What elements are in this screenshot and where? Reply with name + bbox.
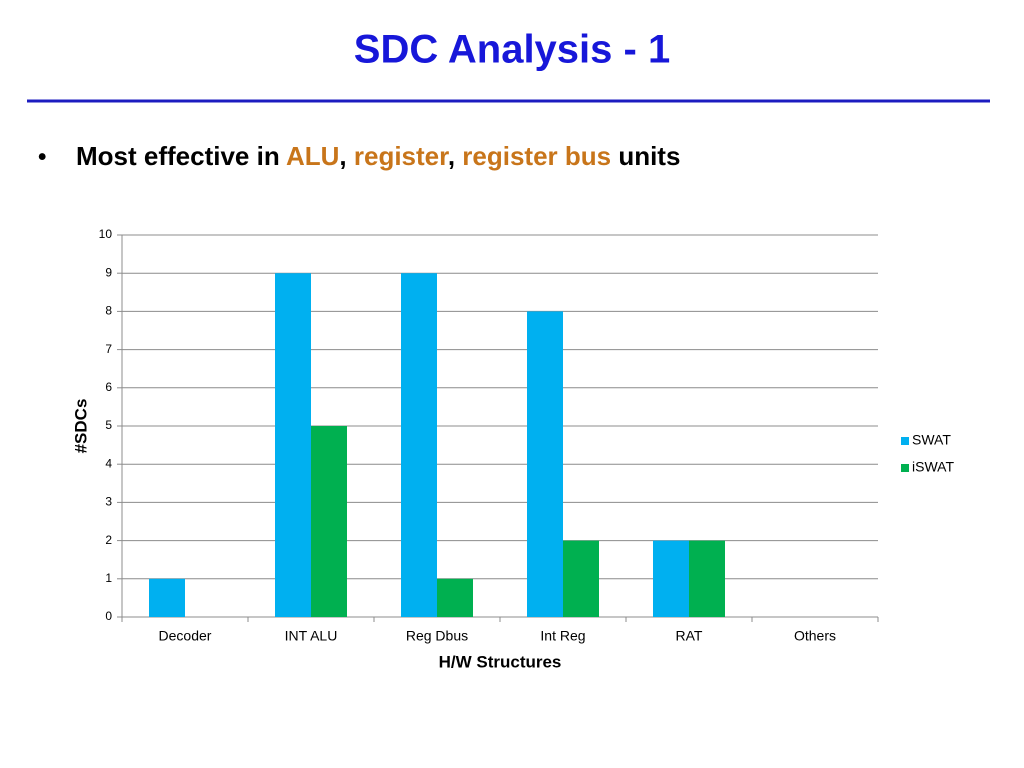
slide-title: SDC Analysis - 1: [354, 28, 670, 72]
y-axis-title: #SDCs: [71, 399, 90, 454]
bullet-segment: ,: [448, 141, 462, 171]
legend-swatch: [901, 437, 909, 445]
bar: [563, 540, 599, 617]
bullet-segment: ALU: [286, 141, 339, 171]
y-tick-label: 5: [105, 418, 112, 432]
y-tick-label: 3: [105, 495, 112, 509]
x-tick-label: RAT: [676, 628, 703, 644]
bullet-segment: Most effective in: [76, 141, 286, 171]
bar: [653, 540, 689, 617]
y-tick-label: 10: [99, 227, 113, 241]
y-tick-label: 2: [105, 533, 112, 547]
x-tick-label: Reg Dbus: [406, 628, 468, 644]
y-tick-label: 0: [105, 609, 112, 623]
bullet-segment: register bus: [462, 141, 611, 171]
bar: [401, 273, 437, 617]
bar: [149, 578, 185, 617]
bar: [527, 311, 563, 617]
x-tick-label: Int Reg: [540, 628, 585, 644]
bar: [689, 540, 725, 617]
x-tick-label: Decoder: [159, 628, 212, 644]
bullet-marker: •: [38, 143, 46, 170]
y-tick-label: 6: [105, 380, 112, 394]
y-tick-label: 8: [105, 304, 112, 318]
x-tick-label: Others: [794, 628, 836, 644]
x-axis-title: H/W Structures: [439, 652, 562, 671]
legend-label: SWAT: [912, 432, 951, 448]
bullet-text: Most effective in ALU, register, registe…: [76, 141, 680, 171]
bar: [437, 578, 473, 617]
x-tick-label: INT ALU: [285, 628, 338, 644]
bullet-segment: ,: [339, 141, 353, 171]
legend-label: iSWAT: [912, 459, 954, 475]
y-tick-label: 1: [105, 571, 112, 585]
bullet-segment: units: [611, 141, 680, 171]
bar: [275, 273, 311, 617]
y-tick-label: 4: [105, 456, 112, 470]
y-tick-label: 7: [105, 342, 112, 356]
legend-swatch: [901, 464, 909, 472]
bullet-segment: register: [354, 141, 449, 171]
y-tick-label: 9: [105, 265, 112, 279]
bar: [311, 426, 347, 617]
